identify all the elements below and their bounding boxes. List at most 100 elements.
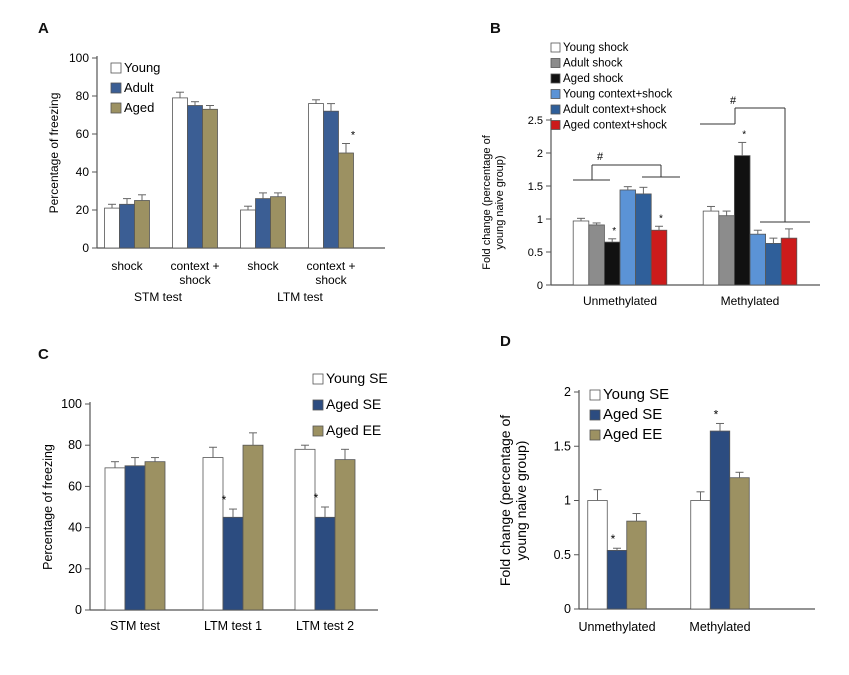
y-axis-label-line: Fold change (percentage of [481, 134, 493, 269]
bar [718, 215, 735, 286]
legend-label: Young SE [603, 386, 669, 403]
panel-letter-d: D [500, 333, 511, 350]
legend-label: Adult context+shock [563, 104, 666, 116]
y-tick-label: 100 [69, 51, 89, 65]
legend-label: Adult shock [563, 58, 623, 70]
legend-swatch [550, 73, 561, 84]
x-tick-label: shock [179, 273, 211, 287]
y-axis-label: Fold change (percentage ofyoung naive gr… [497, 415, 529, 586]
y-tick-label: 20 [68, 562, 82, 576]
bar [334, 459, 356, 611]
chart-c: 0 20 40 60 80 100 Percentage of freezing STM te… [41, 370, 388, 633]
y-tick-label: 0 [564, 602, 571, 616]
legend-label: Young context+shock [563, 89, 672, 101]
y-tick-label: 40 [76, 165, 90, 179]
x-tick-label: LTM test 2 [296, 619, 354, 633]
x-tick-label: shock [315, 273, 347, 287]
bar [749, 233, 767, 286]
bar [780, 237, 798, 286]
bar [255, 198, 271, 249]
significance-star: * [659, 213, 663, 224]
bar [626, 520, 647, 610]
bar [606, 550, 628, 610]
legend-label: Aged shock [563, 73, 623, 85]
y-axis-label-line: young naive group) [494, 155, 506, 249]
legend-swatch [550, 120, 561, 130]
legend-label: Aged [124, 100, 154, 115]
bar [222, 516, 244, 611]
bar [124, 465, 146, 611]
y-tick-label: 0.5 [528, 247, 543, 259]
bar [603, 241, 621, 286]
bar [588, 224, 605, 286]
x-tick-label: Methylated [721, 294, 780, 308]
legend-label: Adult [124, 80, 154, 95]
bar [733, 155, 751, 286]
y-tick-label: 80 [68, 438, 82, 452]
panel-letter-b: B [490, 20, 501, 37]
bar [242, 444, 264, 611]
y-tick-label: 1.5 [554, 439, 571, 453]
legend-swatch [550, 42, 561, 53]
y-tick-label: 2 [564, 385, 571, 399]
legend-swatch [312, 425, 324, 437]
legend-swatch [589, 389, 601, 401]
bar [765, 243, 782, 286]
significance-hash: # [730, 95, 737, 107]
legend-swatch [110, 62, 122, 74]
legend-swatch [110, 102, 122, 114]
bar [650, 229, 668, 286]
y-axis-label: Percentage of freezing [41, 444, 55, 570]
significance-star: * [714, 407, 719, 421]
bar [119, 203, 135, 249]
y-tick-label: 1 [564, 494, 571, 508]
bar [308, 103, 324, 249]
y-tick-label: 2.5 [528, 115, 543, 127]
legend-label: Aged SE [326, 396, 381, 412]
bar [104, 207, 120, 249]
bar [144, 461, 166, 611]
bar [202, 108, 218, 249]
legend-swatch [589, 429, 601, 441]
chart-b: 0 0.5 1 1.5 2 2.5 Fold change (percentage ofyo… [481, 42, 820, 308]
y-tick-label: 0 [75, 603, 82, 617]
y-tick-label: 40 [68, 521, 82, 535]
y-tick-label: 0 [537, 280, 543, 292]
y-tick-label: 0.5 [554, 548, 571, 562]
significance-star: * [222, 493, 227, 507]
chart-d: 0 0.5 1 1.5 2 Fold change (percentage ofyoung… [497, 385, 815, 634]
bar [314, 516, 336, 611]
bar [635, 193, 652, 286]
legend-label: Aged EE [326, 422, 381, 438]
legend-label: Young [124, 60, 160, 75]
y-tick-label: 60 [76, 127, 90, 141]
y-axis-label-line: young naive group) [513, 441, 529, 561]
x-tick-label: Unmethylated [583, 294, 657, 308]
significance-star: * [742, 129, 746, 140]
significance-hash: # [597, 151, 604, 163]
x-tick-label: Methylated [689, 620, 750, 634]
x-tick-label: Unmethylated [578, 620, 655, 634]
y-tick-label: 60 [68, 479, 82, 493]
significance-star: * [314, 491, 319, 505]
bar [572, 220, 590, 286]
x-tick-label: shock [247, 259, 279, 273]
legend-swatch [589, 409, 601, 421]
x-tick-label: shock [111, 259, 143, 273]
bar [690, 500, 711, 610]
significance-star: * [351, 130, 356, 142]
legend-swatch [550, 104, 561, 115]
panel-letter-c: C [38, 346, 49, 363]
legend-swatch [550, 58, 561, 68]
bar [587, 500, 608, 610]
y-tick-label: 1.5 [528, 181, 543, 193]
legend-swatch [312, 373, 324, 385]
y-tick-label: 2 [537, 148, 543, 160]
bar [619, 189, 637, 286]
bar [202, 457, 224, 611]
bar [294, 448, 316, 611]
bar [104, 467, 126, 611]
bar [240, 209, 256, 249]
legend-label: Aged SE [603, 406, 662, 423]
legend-label: Young SE [326, 370, 388, 386]
